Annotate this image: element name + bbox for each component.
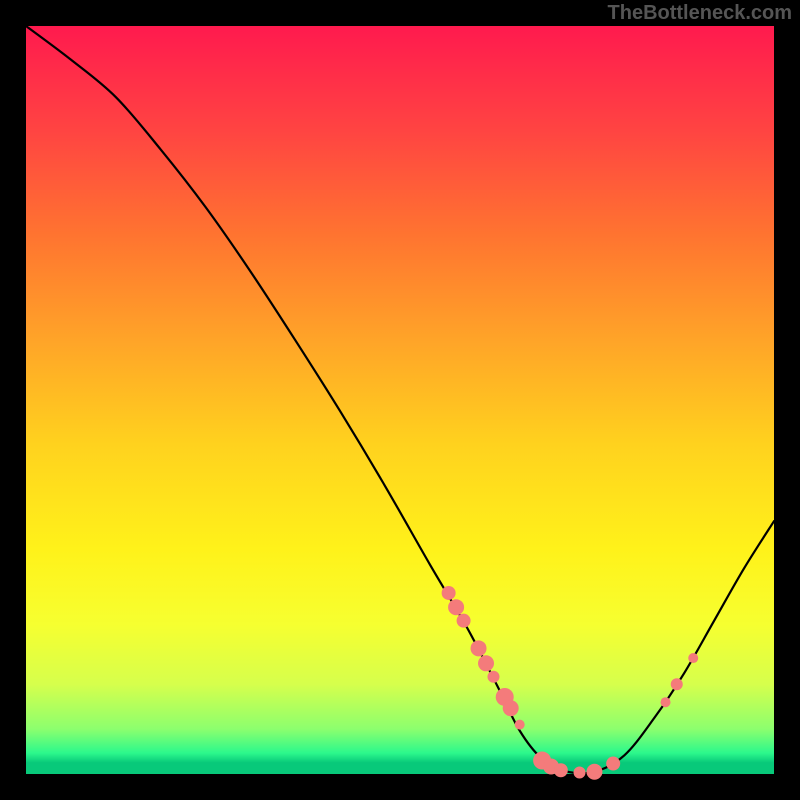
watermark-text: TheBottleneck.com <box>608 2 792 25</box>
data-marker <box>688 653 698 663</box>
data-marker <box>503 700 519 716</box>
data-marker <box>586 764 602 780</box>
data-marker <box>471 640 487 656</box>
data-marker <box>457 614 471 628</box>
data-marker <box>671 678 683 690</box>
data-marker <box>442 586 456 600</box>
chart-container: TheBottleneck.com <box>0 0 800 800</box>
bottleneck-chart <box>0 0 800 800</box>
gradient-background <box>26 26 774 774</box>
data-marker <box>448 599 464 615</box>
data-marker <box>606 757 620 771</box>
data-marker <box>661 697 671 707</box>
data-marker <box>478 655 494 671</box>
data-marker <box>488 671 500 683</box>
data-marker <box>554 763 568 777</box>
data-marker <box>515 720 525 730</box>
data-marker <box>574 767 586 779</box>
